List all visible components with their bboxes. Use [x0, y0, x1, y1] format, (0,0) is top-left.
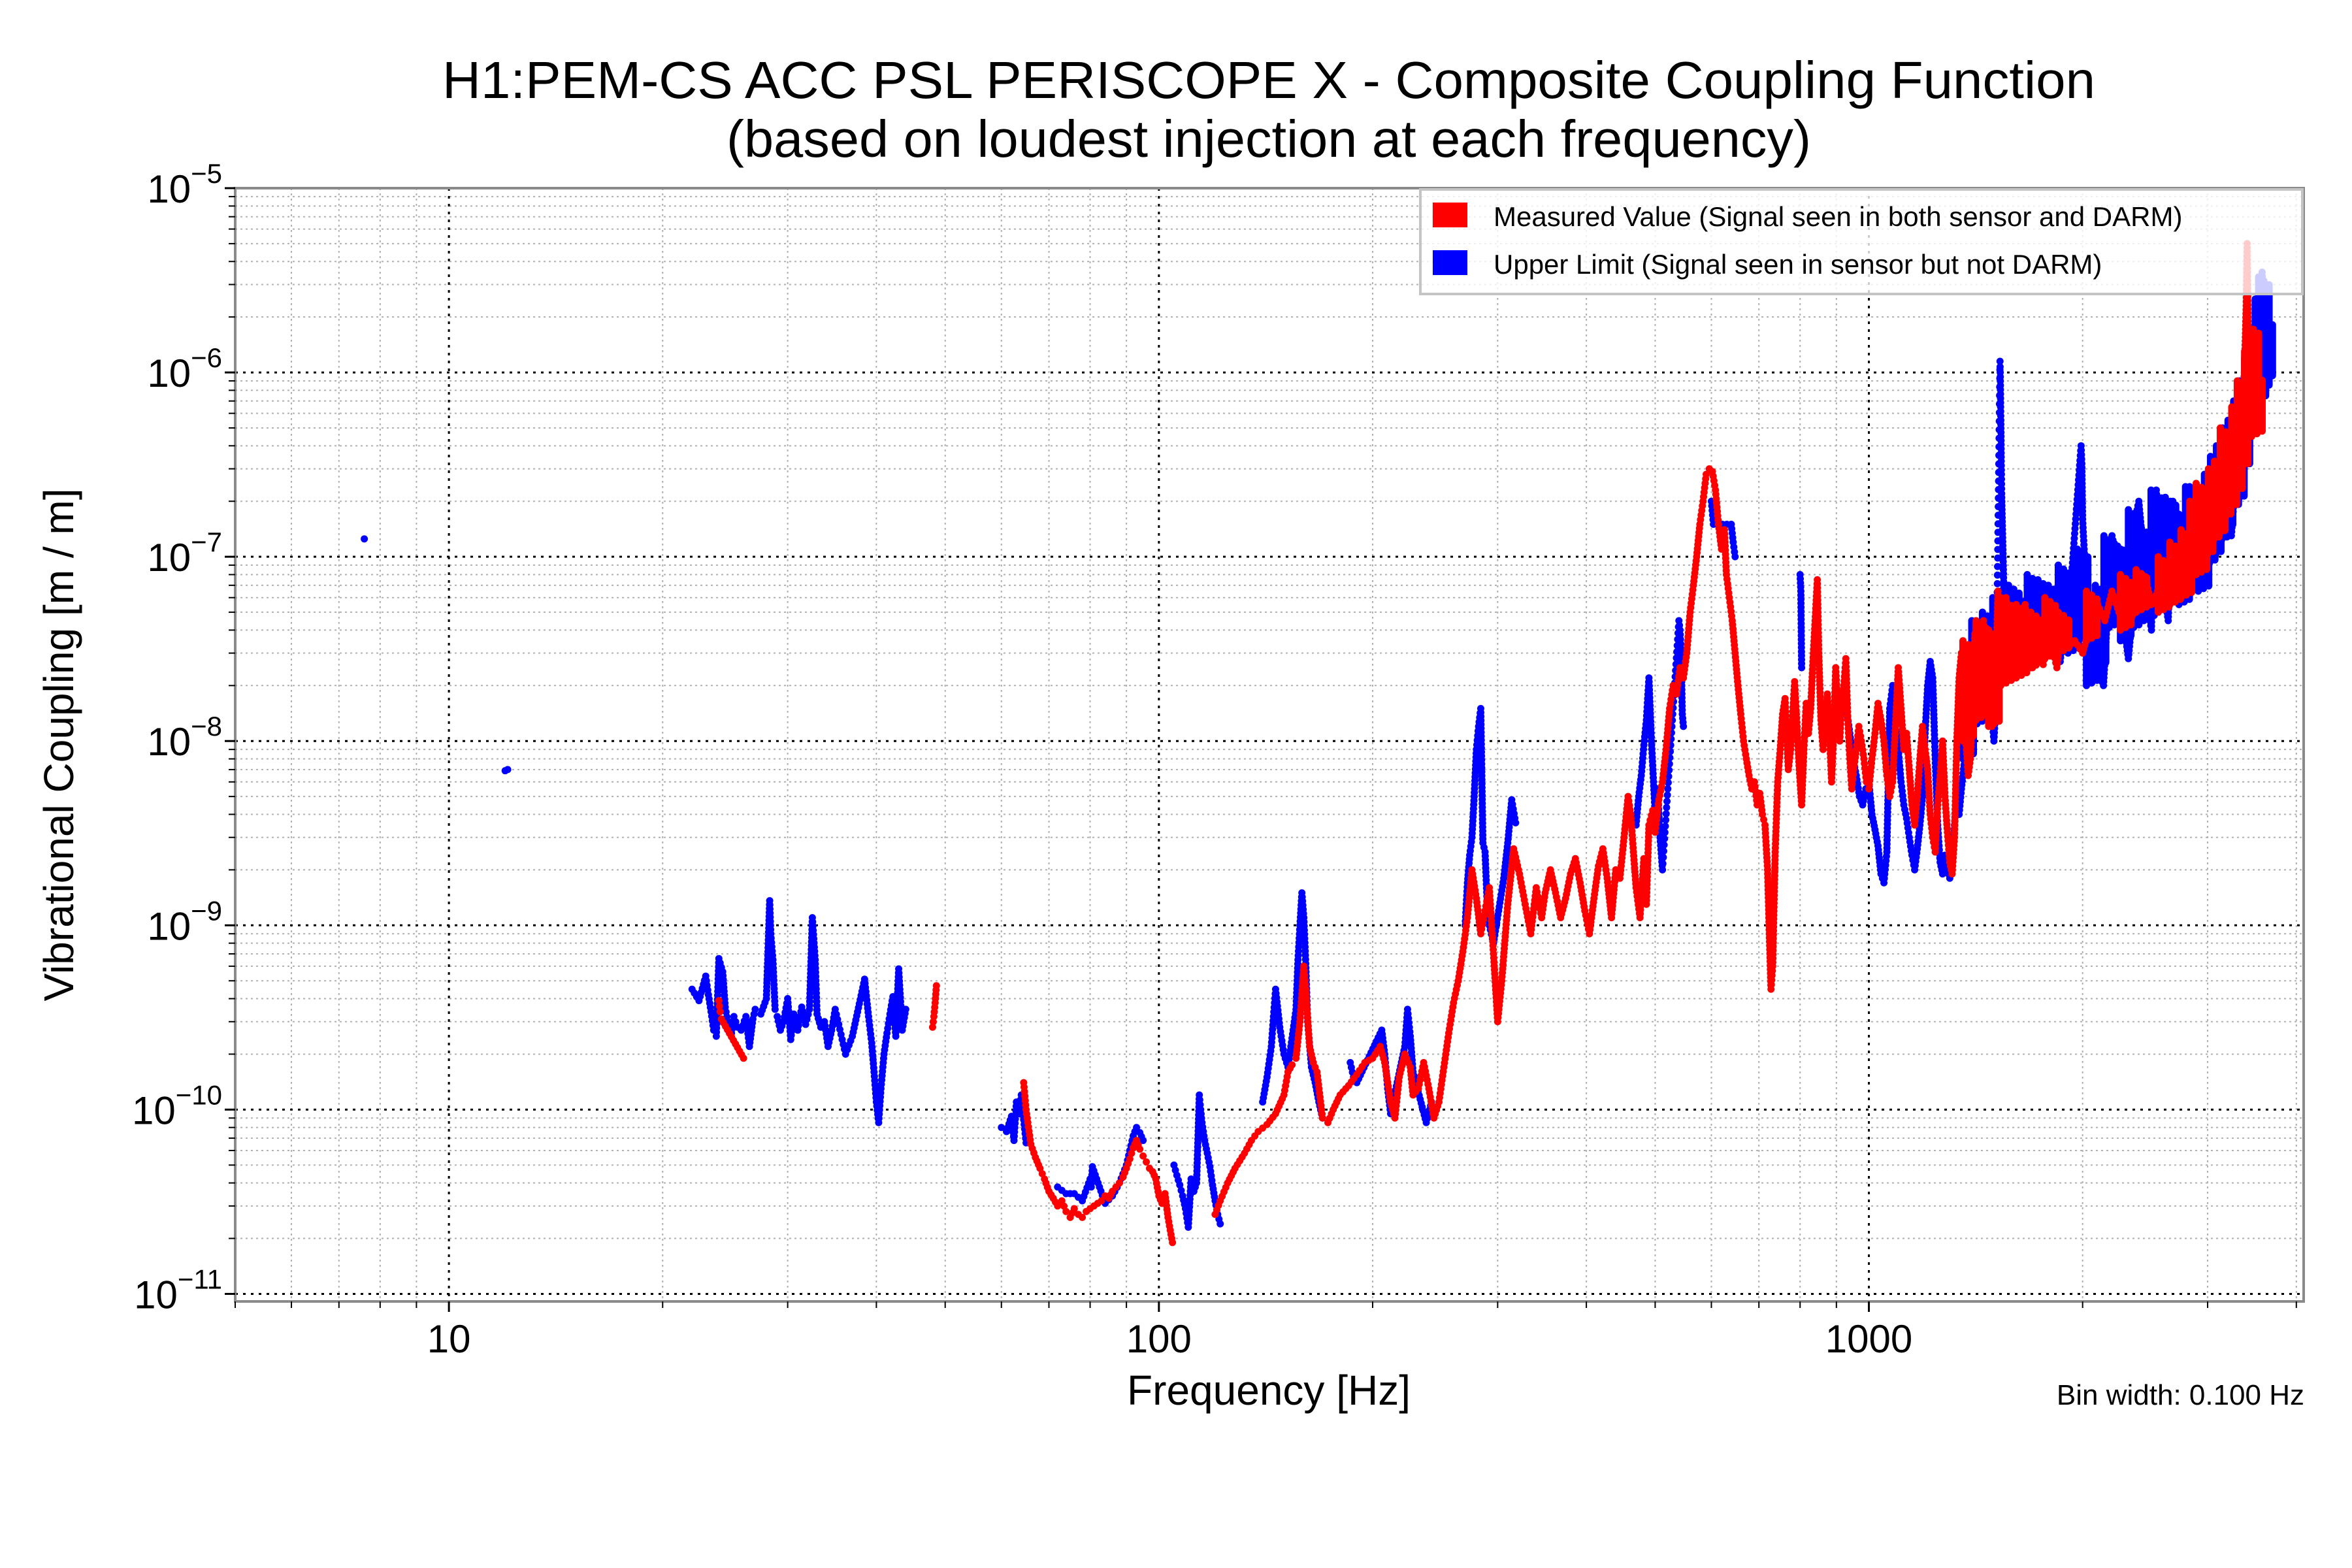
upper-limit-point [1133, 1124, 1141, 1132]
y-tick-base: 10 [147, 536, 191, 580]
upper-limit-point [1512, 819, 1520, 826]
legend-swatch-measured [1433, 203, 1467, 227]
upper-limit-point [998, 1124, 1005, 1132]
upper-limit-point [771, 1005, 779, 1013]
upper-limit-point [1661, 835, 1669, 843]
upper-limit-point [902, 1005, 909, 1013]
measured-point [1079, 1213, 1086, 1221]
y-tick-exponent: −10 [176, 1079, 222, 1110]
upper-limit-point [1663, 797, 1671, 805]
upper-limit-point [2263, 348, 2271, 355]
upper-limit-point [1659, 866, 1667, 874]
y-tick-base: 10 [147, 904, 191, 948]
upper-limit-point [1659, 860, 1667, 868]
measured-point [1098, 1197, 1105, 1205]
measured-point [929, 1018, 937, 1026]
y-tick-exponent: −6 [191, 342, 222, 373]
measured-point [932, 982, 940, 990]
upper-limit-point [1680, 723, 1688, 730]
upper-limit-point [1176, 1181, 1184, 1189]
upper-limit-point [1994, 563, 2002, 570]
upper-limit-point [1664, 779, 1672, 787]
plot-background [235, 188, 2304, 1301]
measured-point [740, 1054, 747, 1062]
measured-point [1318, 1114, 1326, 1122]
measured-point [1288, 1061, 1296, 1069]
y-tick-base: 10 [147, 720, 191, 764]
upper-limit-point [1996, 357, 2004, 365]
y-axis-label: Vibrational Coupling [m / m] [35, 489, 82, 1002]
upper-limit-point [1217, 1220, 1224, 1228]
upper-limit-point [1662, 816, 1670, 824]
upper-limit-point [1993, 580, 2001, 587]
chart-title: H1:PEM-CS ACC PSL PERISCOPE X - Composit… [442, 51, 2095, 109]
x-axis-label: Frequency [Hz] [1127, 1367, 1411, 1414]
upper-limit-point [1659, 853, 1667, 861]
measured-point [1126, 1155, 1134, 1163]
y-tick-exponent: −9 [191, 895, 222, 926]
upper-limit-point [1660, 841, 1668, 849]
measured-point [1143, 1158, 1151, 1166]
upper-limit-point [1731, 553, 1739, 561]
upper-limit-point [1665, 766, 1673, 774]
y-tick-exponent: −8 [191, 711, 222, 742]
measured-point [1070, 1205, 1078, 1213]
major-grid [235, 187, 2304, 1301]
upper-limit-point [1663, 791, 1671, 799]
y-tick-base: 10 [147, 167, 191, 211]
plot-area [225, 187, 2305, 1312]
upper-limit-point [1993, 571, 2001, 579]
upper-limit-point [1139, 1137, 1147, 1145]
x-tick-label: 100 [1126, 1317, 1192, 1361]
measured-point [1054, 1202, 1062, 1210]
y-tick-base: 10 [147, 351, 191, 395]
upper-limit-point [504, 766, 512, 774]
upper-limit-point [1996, 363, 2004, 371]
measured-point [1116, 1179, 1124, 1187]
measured-point [715, 1002, 723, 1010]
measured-point [1139, 1152, 1147, 1160]
measured-point [1136, 1145, 1144, 1153]
upper-limit-point [1661, 823, 1669, 830]
upper-limit-point [1798, 664, 1806, 672]
upper-limit-point [1663, 804, 1671, 811]
upper-limit-point [361, 535, 368, 543]
bin-width-note: Bin width: 0.100 Hz [2057, 1379, 2304, 1411]
measured-point [715, 997, 723, 1005]
upper-limit-point [751, 1005, 759, 1013]
y-tick-exponent: −11 [178, 1264, 222, 1294]
upper-limit-point [1994, 554, 2002, 562]
upper-limit-point [1661, 828, 1669, 836]
legend: Measured Value (Signal seen in both sens… [1419, 188, 2304, 295]
x-tick-label: 1000 [1825, 1317, 1912, 1361]
measured-point [1169, 1239, 1177, 1247]
y-tick-base: 10 [132, 1088, 176, 1132]
upper-limit-point [1659, 847, 1667, 855]
legend-label-upper: Upper Limit (Signal seen in sensor but n… [1494, 249, 2102, 280]
x-tick-label: 10 [427, 1317, 471, 1361]
y-tick-exponent: −7 [191, 527, 222, 557]
y-tick-exponent: −5 [191, 158, 222, 189]
chart-subtitle: (based on loudest injection at each freq… [727, 110, 1811, 168]
measured-point [2258, 397, 2266, 405]
y-tick-base: 10 [134, 1273, 178, 1316]
upper-limit-point [1994, 546, 2002, 553]
series-measured-value [715, 240, 2266, 1247]
measured-point [1062, 1207, 1070, 1215]
measured-point [716, 1007, 724, 1015]
upper-limit-point [1177, 1186, 1185, 1194]
legend-swatch-upper [1433, 250, 1467, 275]
upper-limit-point [1664, 785, 1672, 792]
measured-point [928, 1023, 936, 1031]
measured-point [1128, 1149, 1135, 1157]
legend-label-measured: Measured Value (Signal seen in both sens… [1494, 201, 2182, 232]
upper-limit-point [1662, 810, 1670, 818]
